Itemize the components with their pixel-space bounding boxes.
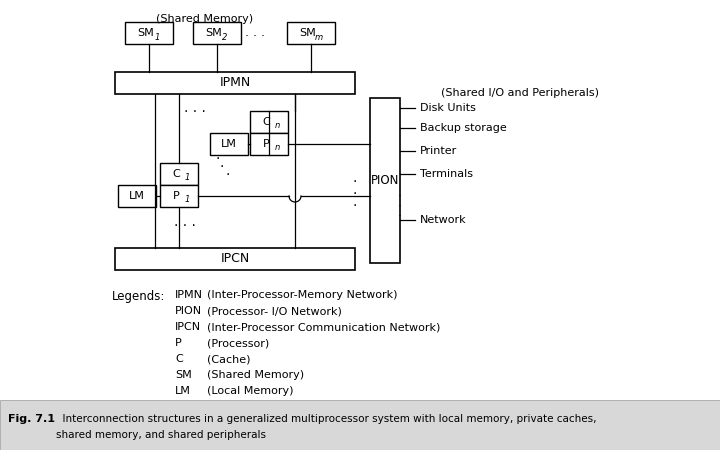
Text: n: n (274, 144, 279, 153)
Bar (370, 98, 400, 263)
Text: SM: SM (175, 370, 192, 380)
Text: (Cache): (Cache) (207, 354, 251, 364)
Text: .: . (353, 171, 357, 185)
Text: Network: Network (420, 215, 467, 225)
Text: .: . (398, 197, 402, 210)
Text: SM: SM (138, 28, 154, 38)
Text: .: . (398, 206, 402, 219)
Text: C: C (175, 354, 183, 364)
Text: (Inter-Processor-Memory Network): (Inter-Processor-Memory Network) (207, 290, 397, 300)
Text: .: . (398, 186, 402, 199)
Text: P: P (263, 139, 269, 149)
Text: . . .: . . . (174, 215, 196, 229)
Text: m: m (315, 32, 323, 41)
Text: LM: LM (175, 386, 191, 396)
Bar (250, 111, 288, 133)
Text: 1: 1 (184, 174, 189, 183)
Text: IPCN: IPCN (175, 322, 201, 332)
Text: 2: 2 (222, 32, 228, 41)
Bar (193, 22, 241, 44)
Text: Disk Units: Disk Units (420, 103, 476, 113)
Bar (125, 22, 173, 44)
Text: (Local Memory): (Local Memory) (207, 386, 294, 396)
Text: P: P (173, 191, 179, 201)
Text: .: . (216, 148, 220, 162)
Bar (0, 400, 720, 450)
Text: IPMN: IPMN (220, 76, 251, 90)
Text: Printer: Printer (420, 146, 457, 156)
Text: . . .: . . . (245, 27, 265, 40)
Text: (Processor- I/O Network): (Processor- I/O Network) (207, 306, 342, 316)
Bar (210, 133, 248, 155)
Text: .: . (220, 156, 224, 170)
Text: (Inter-Processor Communication Network): (Inter-Processor Communication Network) (207, 322, 441, 332)
Bar (115, 248, 355, 270)
Text: Backup storage: Backup storage (420, 123, 507, 133)
Text: (Shared Memory): (Shared Memory) (156, 14, 253, 24)
Text: .: . (226, 164, 230, 178)
Bar (160, 185, 198, 207)
Text: . . .: . . . (184, 101, 206, 115)
Text: 1: 1 (184, 195, 189, 204)
Text: C: C (172, 169, 180, 179)
Text: LM: LM (129, 191, 145, 201)
Text: SM: SM (300, 28, 316, 38)
Text: Fig. 7.1: Fig. 7.1 (8, 414, 55, 424)
Text: PION: PION (371, 174, 399, 187)
Text: Terminals: Terminals (420, 169, 473, 179)
Text: shared memory, and shared peripherals: shared memory, and shared peripherals (56, 430, 266, 440)
Text: .: . (353, 195, 357, 209)
Text: Interconnection structures in a generalized multiprocessor system with local mem: Interconnection structures in a generali… (56, 414, 596, 424)
Text: C: C (262, 117, 270, 127)
Text: SM: SM (206, 28, 222, 38)
Text: .: . (353, 183, 357, 197)
Bar (118, 185, 156, 207)
Text: n: n (274, 122, 279, 130)
Text: Legends:: Legends: (112, 290, 166, 303)
Bar (287, 22, 335, 44)
Text: P: P (175, 338, 181, 348)
Bar (115, 72, 355, 94)
Text: IPMN: IPMN (175, 290, 203, 300)
Text: (Shared I/O and Peripherals): (Shared I/O and Peripherals) (441, 88, 599, 98)
Bar (160, 163, 198, 185)
Text: LM: LM (221, 139, 237, 149)
Bar (250, 133, 288, 155)
Text: PION: PION (175, 306, 202, 316)
Text: (Processor): (Processor) (207, 338, 269, 348)
Text: IPCN: IPCN (220, 252, 250, 266)
Text: (Shared Memory): (Shared Memory) (207, 370, 304, 380)
Text: 1: 1 (154, 32, 160, 41)
